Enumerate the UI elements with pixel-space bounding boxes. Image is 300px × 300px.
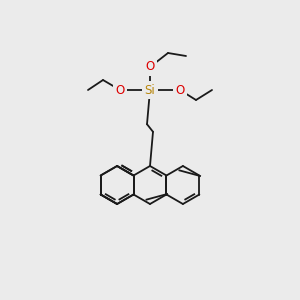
Text: O: O [146,61,154,74]
Text: O: O [116,83,124,97]
Text: O: O [176,83,184,97]
Text: Si: Si [145,83,155,97]
